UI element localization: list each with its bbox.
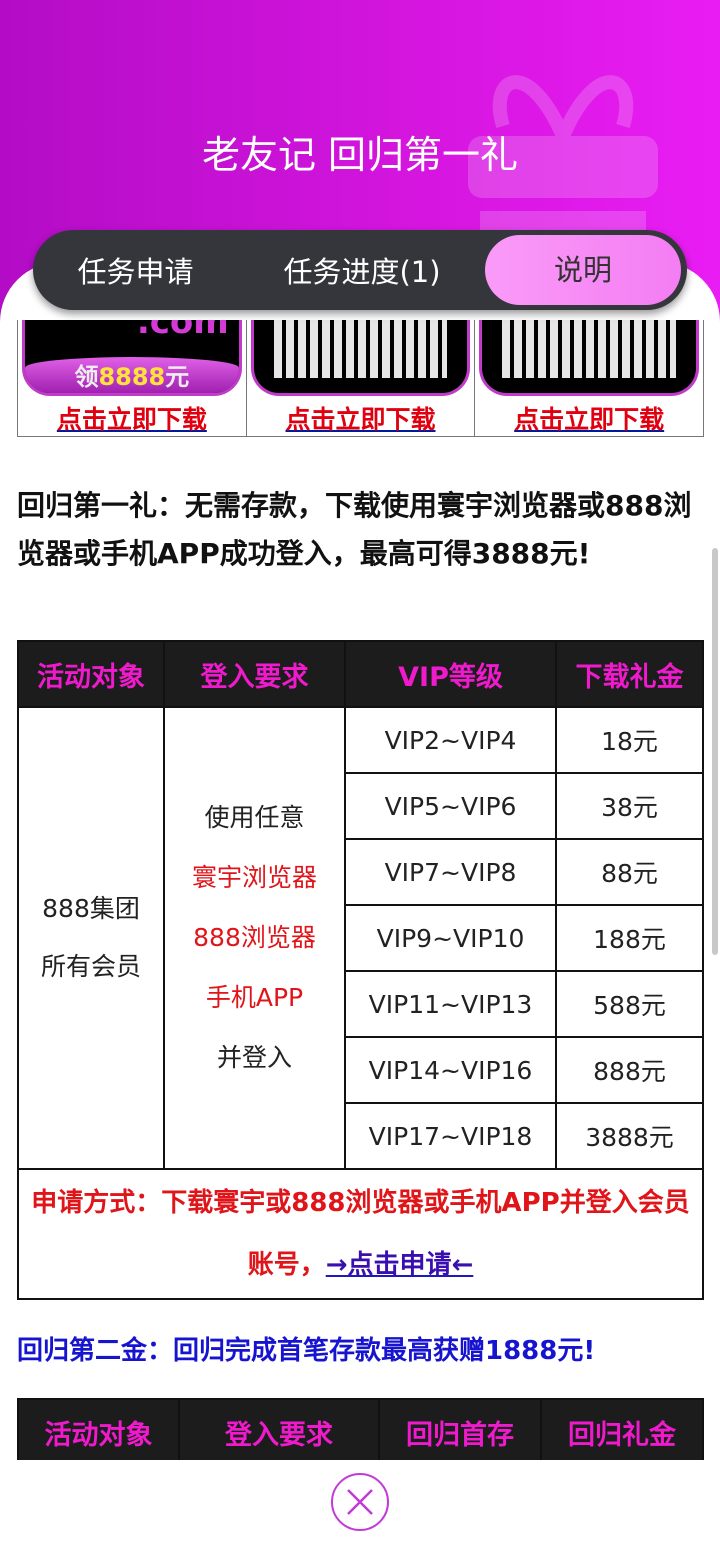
return-deposit-table: 活动对象 登入要求 回归首存 回归礼金 — [17, 1398, 704, 1460]
apply-method: 申请方式：下载寰宇或888浏览器或手机APP并登入会员账号，→点击申请← — [17, 1168, 704, 1300]
reward: 88元 — [555, 838, 704, 906]
col-header: 回归首存 — [378, 1398, 542, 1460]
table-row: 888集团所有会员 使用任意 寰宇浏览器 888浏览器 手机APP 并登入 VI… — [17, 706, 704, 1170]
col-header: 下载礼金 — [555, 640, 704, 708]
col-header: VIP等级 — [344, 640, 557, 708]
apply-link[interactable]: →点击申请← — [325, 1250, 474, 1280]
table-row: VIP11~VIP13 588元 — [18, 970, 704, 1038]
reward: 888元 — [555, 1036, 704, 1104]
vip-level: VIP14~VIP16 — [344, 1036, 557, 1104]
vip-level: VIP7~VIP8 — [344, 838, 557, 906]
col-header: 登入要求 — [178, 1398, 380, 1460]
download-cell[interactable]: .com 领8888元 点击立即下载 — [18, 320, 247, 436]
vip-reward-table: 活动对象 登入要求 VIP等级 下载礼金 888集团所有会员 使用任意 寰宇浏览… — [17, 640, 704, 1300]
vip-level: VIP11~VIP13 — [344, 970, 557, 1038]
table-header-row: 活动对象 登入要求 VIP等级 下载礼金 — [17, 640, 704, 708]
download-cell[interactable]: 点击立即下载 — [475, 320, 703, 436]
vip-level: VIP5~VIP6 — [344, 772, 557, 840]
requirement-cell: 使用任意 寰宇浏览器 888浏览器 手机APP 并登入 — [163, 706, 346, 1170]
table-row: VIP17~VIP18 3888元 — [18, 1102, 704, 1170]
col-header: 活动对象 — [17, 640, 165, 708]
table-header-row: 活动对象 登入要求 回归首存 回归礼金 — [17, 1398, 704, 1460]
close-icon — [347, 1489, 373, 1515]
reward: 38元 — [555, 772, 704, 840]
reward: 18元 — [555, 706, 704, 774]
req-line: 888浏览器 — [193, 923, 316, 952]
target-line: 所有会员 — [40, 952, 141, 981]
vip-level: VIP9~VIP10 — [344, 904, 557, 972]
logo-band: 领8888元 — [25, 357, 239, 393]
req-line: 并登入 — [216, 1043, 292, 1072]
intro-text: 回归第一礼：无需存款，下载使用寰宇浏览器或888浏览器或手机APP成功登入，最高… — [17, 489, 692, 570]
reward: 588元 — [555, 970, 704, 1038]
close-button[interactable] — [331, 1473, 389, 1531]
download-row: .com 领8888元 点击立即下载 点击立即下载 点击立即下载 — [17, 320, 704, 437]
table-row: VIP7~VIP8 88元 — [18, 838, 704, 906]
description-content: .com 领8888元 点击立即下载 点击立即下载 点击立即下载 回归第一礼：无需… — [0, 320, 720, 1460]
col-header: 回归礼金 — [540, 1398, 704, 1460]
scrollbar[interactable] — [712, 548, 718, 955]
tab-task-apply[interactable]: 任务申请 — [77, 255, 194, 289]
req-line: 寰宇浏览器 — [191, 863, 317, 892]
apply-row: 申请方式：下载寰宇或888浏览器或手机APP并登入会员账号，→点击申请← — [17, 1168, 704, 1300]
second-reward-title: 回归第二金：回归完成首笔存款最高获赠1888元! — [17, 1336, 596, 1366]
download-link[interactable]: 点击立即下载 — [514, 405, 665, 434]
col-header: 登入要求 — [163, 640, 346, 708]
reward: 188元 — [555, 904, 704, 972]
target-cell: 888集团所有会员 — [17, 706, 165, 1170]
apply-text: 申请方式：下载寰宇或888浏览器或手机APP并登入会员账号， — [31, 1188, 690, 1280]
tab-description[interactable]: 说明 — [485, 235, 681, 305]
table-row: VIP9~VIP10 188元 — [18, 904, 704, 972]
vip-level: VIP2~VIP4 — [344, 706, 557, 774]
vip-level: VIP17~VIP18 — [344, 1102, 557, 1170]
download-link[interactable]: 点击立即下载 — [56, 405, 207, 434]
qr-code-image — [479, 320, 700, 396]
reward: 3888元 — [555, 1102, 704, 1170]
download-cell[interactable]: 点击立即下载 — [247, 320, 476, 436]
qr-code-image — [250, 320, 471, 396]
req-line: 手机APP — [205, 983, 304, 1012]
table-row: VIP14~VIP16 888元 — [18, 1036, 704, 1104]
app-logo-image: .com 领8888元 — [22, 320, 242, 396]
table-row: VIP5~VIP6 38元 — [18, 772, 704, 840]
target-line: 888集团 — [42, 894, 140, 923]
page-title: 老友记 回归第一礼 — [201, 133, 519, 177]
req-line: 使用任意 — [204, 803, 305, 832]
tab-task-progress[interactable]: 任务进度(1) — [283, 255, 441, 289]
tab-bar: 任务申请 任务进度(1) 说明 — [33, 230, 687, 310]
col-header: 活动对象 — [17, 1398, 180, 1460]
download-link[interactable]: 点击立即下载 — [285, 405, 436, 434]
